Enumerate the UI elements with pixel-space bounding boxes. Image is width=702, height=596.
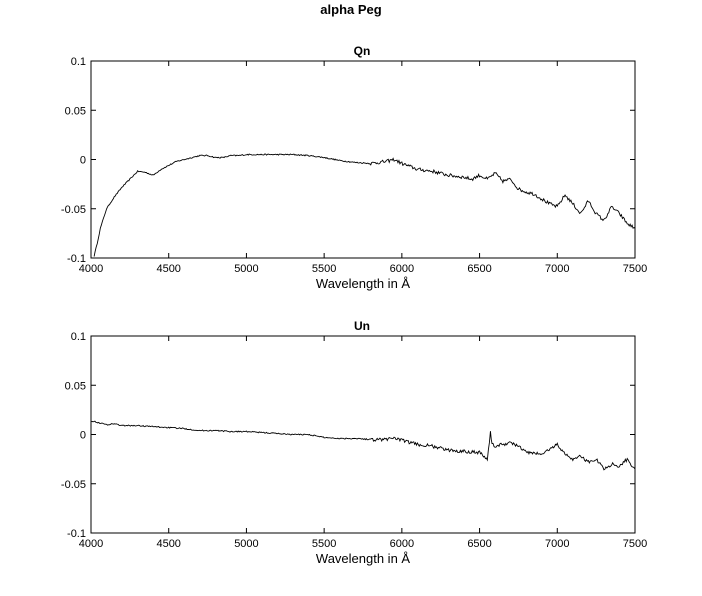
- x-tick-label: 5000: [234, 538, 258, 550]
- y-tick-label: -0.1: [67, 253, 86, 265]
- x-tick-label: 7500: [623, 263, 647, 275]
- x-tick-label: 5500: [312, 538, 336, 550]
- series-line: [90, 420, 636, 471]
- x-tick-label: 6500: [467, 263, 491, 275]
- chart-title: Un: [354, 319, 370, 333]
- x-tick-label: 5500: [312, 263, 336, 275]
- series-line: [93, 153, 636, 257]
- y-tick-label: -0.05: [61, 204, 86, 216]
- x-tick-label: 7000: [545, 263, 569, 275]
- y-tick-label: 0: [80, 155, 86, 167]
- figure-title: alpha Peg: [320, 2, 381, 17]
- y-tick-label: 0.1: [71, 56, 86, 68]
- plot-frame: [90, 60, 636, 259]
- x-tick-label: 7000: [545, 538, 569, 550]
- chart-panel-un: Un 4000 4500 5000 5500 6000 6500 7000 75…: [61, 319, 647, 566]
- axis-ticks: [90, 335, 636, 534]
- chart-title: Qn: [354, 44, 371, 58]
- x-axis-label: Wavelength in Å: [316, 551, 411, 566]
- y-tick-labels: 0.1 0.05 0 -0.05 -0.1: [61, 331, 86, 540]
- y-tick-label: -0.05: [61, 479, 86, 491]
- plot-frame: [90, 335, 636, 534]
- chart-panel-qn: Qn 4000 4500 5000 5500 6000 6500 7000 75…: [61, 44, 647, 291]
- y-tick-label: 0.05: [65, 105, 86, 117]
- y-tick-label: 0.05: [65, 380, 86, 392]
- x-tick-label: 4500: [156, 538, 180, 550]
- y-tick-labels: 0.1 0.05 0 -0.05 -0.1: [61, 56, 86, 265]
- axis-ticks: [90, 60, 636, 259]
- x-tick-label: 4000: [79, 538, 103, 550]
- y-tick-label: 0.1: [71, 331, 86, 343]
- y-tick-label: 0: [80, 430, 86, 442]
- x-tick-label: 7500: [623, 538, 647, 550]
- x-tick-labels: 4000 4500 5000 5500 6000 6500 7000 7500: [79, 538, 647, 550]
- x-tick-label: 6000: [390, 538, 414, 550]
- x-tick-label: 5000: [234, 263, 258, 275]
- x-axis-label: Wavelength in Å: [316, 276, 411, 291]
- x-tick-label: 4500: [156, 263, 180, 275]
- y-tick-label: -0.1: [67, 528, 86, 540]
- x-tick-labels: 4000 4500 5000 5500 6000 6500 7000 7500: [79, 263, 647, 275]
- x-tick-label: 6500: [467, 538, 491, 550]
- x-tick-label: 4000: [79, 263, 103, 275]
- x-tick-label: 6000: [390, 263, 414, 275]
